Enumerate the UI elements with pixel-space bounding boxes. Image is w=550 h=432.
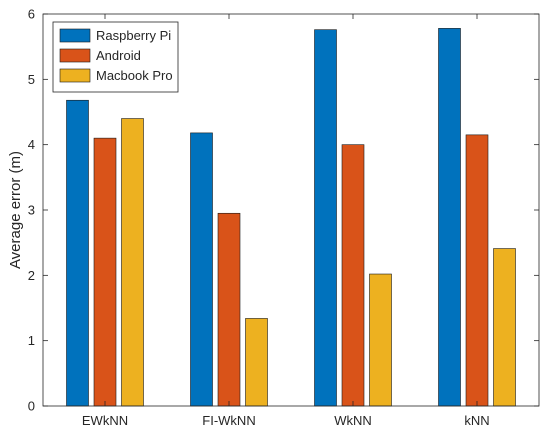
- bar-ewknn-raspberry-pi: [66, 99, 89, 407]
- bar-ewknn-android: [93, 137, 117, 407]
- x-tick-label: WkNN: [334, 413, 372, 428]
- bar-ewknn-macbook-pro: [121, 118, 144, 407]
- legend-label: Macbook Pro: [96, 68, 173, 83]
- bars-group: [66, 28, 516, 407]
- bar-fi-wknn-macbook-pro: [245, 318, 268, 407]
- legend-label: Android: [96, 48, 141, 63]
- bar-wknn-macbook-pro: [369, 273, 392, 407]
- x-tick-label: kNN: [464, 413, 489, 428]
- bar-wknn-android: [341, 144, 365, 407]
- bar-knn-android: [465, 134, 489, 407]
- y-tick-label: 3: [28, 203, 35, 218]
- y-tick-label: 2: [28, 268, 35, 283]
- bar-fi-wknn-android: [217, 212, 241, 407]
- y-axis-ticks: 0 1 2 3 4 5 6: [28, 7, 539, 414]
- bar-wknn-raspberry-pi: [314, 29, 337, 407]
- bar-knn-raspberry-pi: [438, 28, 461, 407]
- bar-fi-wknn-raspberry-pi: [190, 132, 213, 407]
- x-tick-label: FI-WkNN: [202, 413, 255, 428]
- y-tick-label: 5: [28, 72, 35, 87]
- legend-swatch: [59, 28, 91, 43]
- bar-knn-macbook-pro: [493, 248, 516, 407]
- legend-swatch: [59, 68, 91, 83]
- y-tick-label: 4: [28, 137, 35, 152]
- y-tick-label: 6: [28, 7, 35, 22]
- x-tick-label: EWkNN: [82, 413, 128, 428]
- legend-swatch: [59, 48, 91, 63]
- legend-label: Raspberry Pi: [96, 28, 171, 43]
- y-axis-label: Average error (m): [7, 151, 24, 269]
- legend: Raspberry Pi Android Macbook Pro: [52, 21, 179, 93]
- y-tick-label: 0: [28, 399, 35, 414]
- x-axis-ticks: EWkNN FI-WkNN WkNN kNN: [82, 14, 490, 428]
- y-tick-label: 1: [28, 333, 35, 348]
